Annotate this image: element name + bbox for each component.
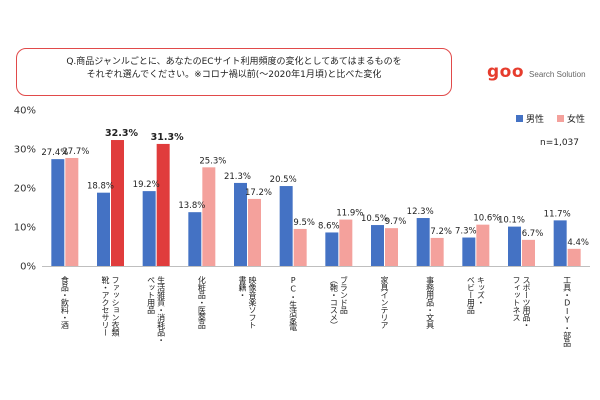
category-label: （鞄・コスメ） [329, 276, 338, 329]
bar-male [97, 192, 110, 266]
data-label-male: 19.2% [133, 180, 160, 190]
category-label: キッズ・ [476, 276, 485, 306]
category-label: PC・生活家電 [289, 276, 298, 331]
legend-swatch-male [516, 115, 523, 122]
data-label-male: 13.8% [178, 201, 205, 211]
data-label-male: 18.8% [87, 182, 114, 192]
y-tick-label: 30% [14, 145, 36, 156]
y-tick-label: 40% [14, 106, 36, 117]
y-tick-label: 0% [20, 262, 36, 273]
data-label-male: 8.6% [318, 221, 340, 231]
bar-male [371, 225, 384, 266]
data-label-female: 10.6% [473, 214, 500, 224]
data-label-female: 6.7% [522, 229, 544, 239]
question-line-1: Q.商品ジャンルごとに、あなたのECサイト利用頻度の変化としてあてはまるものを [66, 57, 402, 67]
bar-male [553, 220, 567, 266]
category-label: ブランド品 [339, 275, 348, 315]
brand-subtitle: Search Solution [529, 70, 586, 79]
category-label: スポーツ用品・ [522, 276, 531, 329]
data-label-male: 10.5% [361, 214, 388, 224]
category-label: ファッション衣類 [111, 276, 120, 338]
bar-male [234, 182, 247, 266]
data-label-male: 12.3% [407, 207, 434, 217]
data-label-male: 20.5% [270, 175, 297, 185]
question-box: Q.商品ジャンルごとに、あなたのECサイト利用頻度の変化としてあてはまるものを … [16, 48, 452, 96]
data-label-male: 21.3% [224, 172, 251, 182]
bar-female [476, 224, 490, 266]
category-label: 事務用品・文具 [426, 275, 435, 330]
data-label-female: 17.2% [245, 188, 272, 198]
category-label: 家具インテリア [380, 275, 389, 329]
bar-female [111, 140, 124, 266]
question-line-2: それぞれ選んでください。※コロナ禍以前(～2020年1月頃)と比べた変化 [86, 70, 382, 80]
bar-female [522, 239, 535, 266]
category-label: 映像音楽ソフト [248, 275, 257, 329]
brand-name: goo [487, 62, 525, 82]
category-label: フィットネス [512, 276, 521, 322]
data-label-female: 25.3% [199, 156, 226, 166]
data-label-female: 31.3% [151, 132, 184, 143]
sample-size-note: n=1,037 [540, 138, 579, 148]
data-label-male: 10.1% [498, 216, 525, 226]
bar-male [188, 212, 202, 266]
category-label: 工具・DIY・部品 [563, 276, 572, 348]
bar-female [202, 167, 216, 266]
bar-male [142, 191, 156, 266]
y-tick-label: 20% [14, 184, 36, 195]
data-label-female: 7.2% [430, 227, 452, 237]
bar-female [248, 198, 261, 266]
data-label-female: 11.9% [336, 209, 363, 219]
category-label: 化粧品・医薬品 [197, 275, 206, 330]
data-label-female: 32.3% [105, 128, 138, 139]
bar-male [462, 237, 476, 266]
data-label-male: 7.3% [455, 227, 477, 237]
legend-swatch-female [557, 115, 564, 122]
bar-male [508, 226, 521, 266]
data-label-male: 11.7% [544, 209, 571, 219]
data-label-female: 9.5% [293, 218, 315, 228]
bar-female [65, 157, 79, 266]
bar-female [293, 228, 307, 266]
category-label: 食品・飲料・酒 [60, 275, 69, 330]
bar-female [385, 228, 398, 266]
data-label-female: 4.4% [567, 238, 589, 248]
legend-label-male: 男性 [526, 113, 544, 125]
category-label: ペット用品 [147, 276, 156, 315]
data-label-male: 27.4% [41, 148, 68, 158]
legend-label-female: 女性 [567, 113, 585, 125]
category-label: ベビー用品 [466, 276, 475, 315]
bar-male [279, 186, 293, 266]
category-label: 生活雑貨・消耗品・ [157, 275, 166, 343]
data-label-female: 9.7% [385, 217, 407, 227]
bar-female [430, 237, 444, 266]
y-tick-label: 10% [14, 223, 36, 234]
category-label: 靴・アクセサリー [101, 275, 110, 336]
bar-female [339, 219, 353, 266]
data-label-female: 27.7% [62, 147, 89, 157]
bar-male [51, 159, 65, 266]
category-label: 書籍・ [238, 275, 247, 298]
bar-female [567, 248, 581, 266]
bar-male [416, 218, 430, 266]
bar-female [156, 143, 170, 266]
brand-logo: goo Search Solution [487, 62, 586, 82]
bar-male [325, 232, 339, 266]
